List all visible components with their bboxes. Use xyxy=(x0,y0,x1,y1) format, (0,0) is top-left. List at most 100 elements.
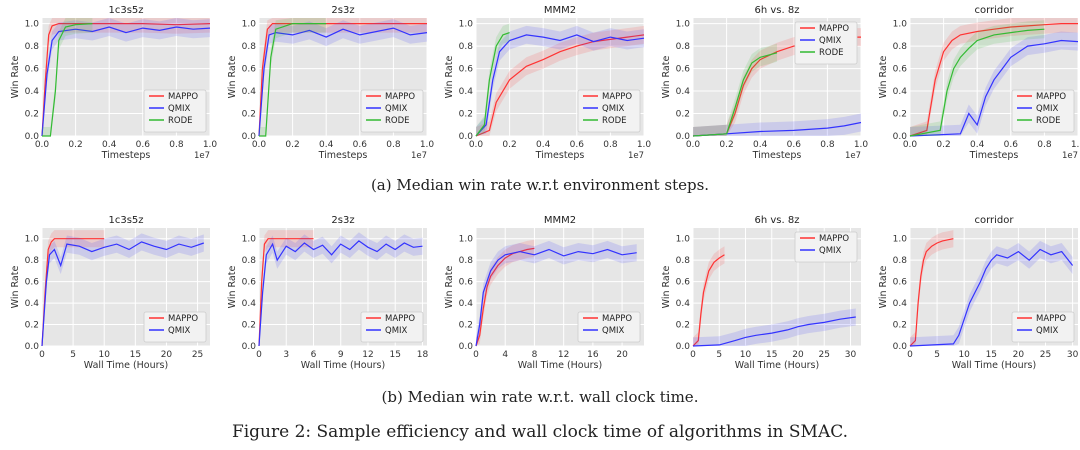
x-axis-label: Wall Time (Hours) xyxy=(84,360,168,371)
y-tick-label: 1.0 xyxy=(459,235,474,245)
x-tick-label: 0.8 xyxy=(603,140,618,150)
chart-title: corridor xyxy=(974,215,1014,226)
legend: MAPPO QMIX xyxy=(794,231,858,263)
x-tick-label: 0.8 xyxy=(1037,140,1052,150)
y-tick-label: 1.0 xyxy=(893,20,908,30)
x-tick-label: 20 xyxy=(792,350,804,360)
series-line-qmix xyxy=(258,27,428,137)
x-tick-label: 15 xyxy=(130,350,141,360)
x-tick-label: 15 xyxy=(986,350,997,360)
x-tick-label: 9 xyxy=(338,350,344,360)
series-band-rode xyxy=(693,43,777,136)
y-tick-label: 0.8 xyxy=(459,42,474,52)
x-tick-label: 0.4 xyxy=(102,140,117,150)
legend: MAPPO QMIX xyxy=(577,311,641,343)
y-tick-label: 1.0 xyxy=(676,235,691,245)
x-tick-label: 15 xyxy=(766,350,777,360)
y-axis-label: Win Rate xyxy=(444,56,455,99)
x-axis-label: Wall Time (Hours) xyxy=(518,360,602,371)
x-tick-label: 30 xyxy=(845,350,857,360)
series-line-mappo xyxy=(41,238,105,347)
legend-label-rode: RODE xyxy=(168,116,193,126)
chart-panel-6: 0.0 0.2 0.4 0.6 0.8 1.0 0 5 10 15 20 25 1c3s5z Wall T… xyxy=(10,215,210,371)
x-axis-label: Timesteps xyxy=(969,150,1019,161)
series-band-qmix xyxy=(476,240,637,346)
legend-label-mappo: MAPPO xyxy=(385,92,415,102)
chart-panel-4: 0.0 0.2 0.4 0.6 0.8 1.0 0.0 0.2 0.4 0.6 0.8 1.0 6h v… xyxy=(661,5,868,161)
series-line-mappo xyxy=(909,23,1078,137)
legend-label-qmix: QMIX xyxy=(385,326,408,336)
legend-box xyxy=(1011,311,1075,343)
y-tick-label: 0.4 xyxy=(25,299,40,309)
legend: MAPPO QMIX xyxy=(1011,311,1075,343)
y-tick-label: 0.4 xyxy=(242,299,257,309)
legend-label-mappo: MAPPO xyxy=(168,92,198,102)
x-tick-label: 4 xyxy=(502,350,508,360)
y-tick-label: 0.0 xyxy=(242,132,257,142)
chart-panel-9: 0.0 0.2 0.4 0.6 0.8 1.0 0 5 10 15 20 25 30 6h vs. 8z W… xyxy=(661,215,861,371)
x-tick-label: 1.0 xyxy=(420,140,435,150)
x-tick-label: 0.8 xyxy=(820,140,835,150)
x-tick-label: 25 xyxy=(192,350,203,360)
x-tick-label: 0 xyxy=(690,350,696,360)
legend-box xyxy=(794,231,858,263)
legend-label-qmix: QMIX xyxy=(602,104,625,114)
x-tick-label: 0.8 xyxy=(386,140,401,150)
x-axis-label: Timesteps xyxy=(752,150,802,161)
series-band-qmix xyxy=(693,113,861,136)
x-tick-label: 0.6 xyxy=(570,140,585,150)
y-tick-label: 0.2 xyxy=(459,110,473,120)
x-tick-label: 0.2 xyxy=(719,140,733,150)
legend-box xyxy=(794,21,858,65)
chart-title: MMM2 xyxy=(544,215,576,226)
series-line-mappo xyxy=(258,238,314,347)
series-line-rode xyxy=(42,23,93,137)
figure-caption: Figure 2: Sample efficiency and wall clo… xyxy=(231,422,849,442)
chart-title: MMM2 xyxy=(544,5,576,16)
y-tick-label: 1.0 xyxy=(676,20,691,30)
x-tick-label: 5 xyxy=(716,350,722,360)
x-tick-label: 0.0 xyxy=(35,140,50,150)
y-tick-label: 1.0 xyxy=(242,20,257,30)
x-tick-label: 0.0 xyxy=(252,140,267,150)
y-tick-label: 0.2 xyxy=(676,321,690,331)
legend: MAPPO QMIX RODE xyxy=(143,89,207,133)
x-tick-label: 12 xyxy=(558,350,569,360)
legend-box xyxy=(360,311,424,343)
legend-label-mappo: MAPPO xyxy=(602,92,632,102)
legend: MAPPO QMIX RODE xyxy=(360,89,424,133)
y-tick-label: 0.4 xyxy=(676,87,691,97)
y-tick-label: 0.6 xyxy=(459,278,474,288)
x-tick-label: 0.4 xyxy=(753,140,768,150)
y-tick-label: 0.2 xyxy=(25,110,39,120)
legend-label-rode: RODE xyxy=(819,48,844,58)
legend: MAPPO QMIX RODE xyxy=(794,21,858,65)
x-tick-label: 10 xyxy=(740,350,752,360)
x-axis-label: Timesteps xyxy=(318,150,368,161)
y-tick-label: 0.0 xyxy=(459,132,474,142)
y-tick-label: 0.0 xyxy=(893,342,908,352)
x-tick-label: 30 xyxy=(1067,350,1079,360)
series-line-qmix xyxy=(258,240,423,347)
y-tick-label: 0.0 xyxy=(676,132,691,142)
chart-panel-2: 0.0 0.2 0.4 0.6 0.8 1.0 0.0 0.2 0.4 0.6 0.8 1.0 2s3z… xyxy=(227,5,434,161)
y-tick-label: 0.2 xyxy=(893,110,907,120)
series-line-rode xyxy=(259,23,327,137)
y-tick-label: 0.8 xyxy=(25,256,40,266)
x-tick-label: 1.0 xyxy=(854,140,869,150)
y-tick-label: 0.2 xyxy=(242,110,256,120)
series-line-rode xyxy=(475,32,510,137)
y-tick-label: 0.2 xyxy=(459,321,473,331)
legend-label-mappo: MAPPO xyxy=(819,24,849,34)
y-axis-label: Win Rate xyxy=(661,56,672,99)
x-tick-label: 0 xyxy=(907,350,913,360)
x-tick-label: 25 xyxy=(819,350,830,360)
legend-box xyxy=(577,89,641,133)
y-tick-label: 0.4 xyxy=(676,299,691,309)
y-tick-label: 0.8 xyxy=(893,42,908,52)
y-axis-label: Win Rate xyxy=(661,266,672,309)
legend-label-rode: RODE xyxy=(1036,116,1061,126)
x-tick-label: 1.0 xyxy=(637,140,652,150)
y-tick-label: 0.8 xyxy=(25,42,40,52)
series-line-mappo xyxy=(475,34,645,137)
